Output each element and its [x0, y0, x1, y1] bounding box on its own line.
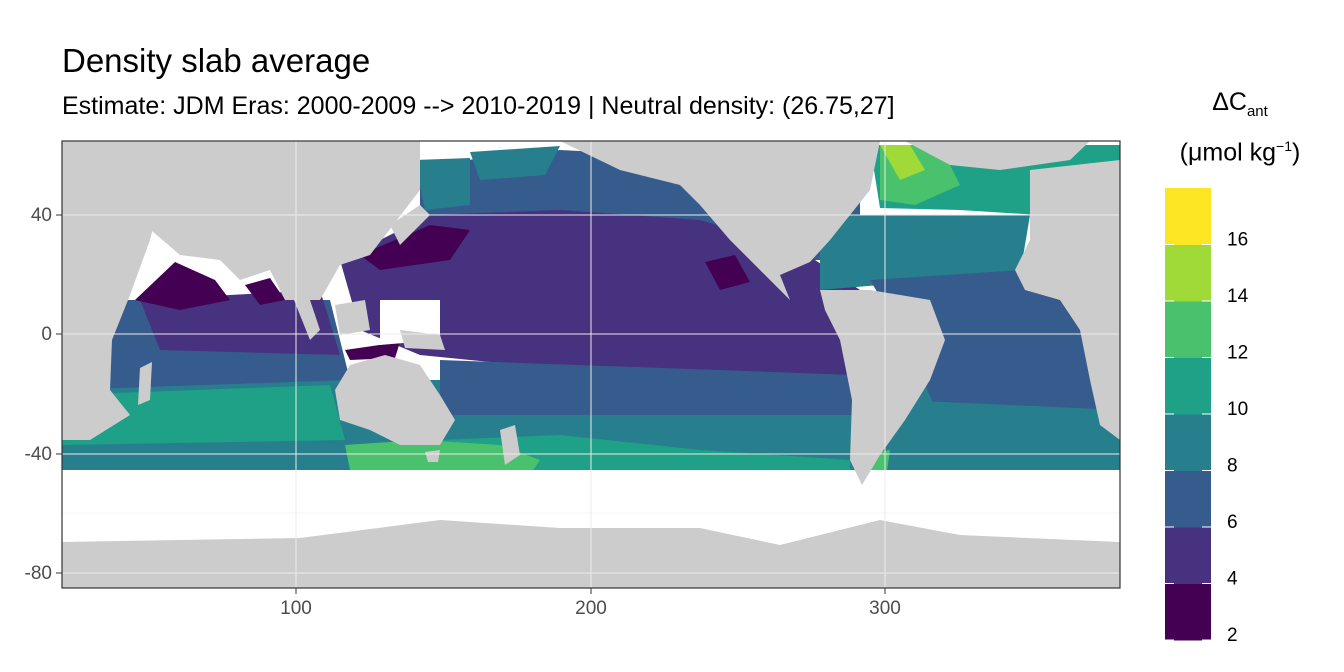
legend-label-14: 14 [1227, 286, 1249, 307]
x-tick-label-200: 200 [575, 598, 607, 619]
arabian-sea [135, 262, 230, 310]
legend-swatch-8 [1165, 188, 1211, 245]
y-tick-label-m40: -40 [25, 444, 52, 465]
x-tick-label-300: 300 [869, 598, 901, 619]
legend-label-2: 2 [1227, 625, 1238, 646]
land-borneo [335, 300, 370, 335]
south-atlantic-south [880, 400, 1120, 470]
land-new-guinea [400, 330, 445, 350]
legend-label-8: 8 [1227, 456, 1238, 477]
indian-ocean-south [62, 385, 345, 445]
legend-labels: 16 14 12 10 8 6 4 2 [1227, 230, 1249, 647]
land-europe-africa-east [1015, 160, 1120, 440]
legend-label-10: 10 [1227, 399, 1248, 420]
land-greenland [905, 141, 1090, 170]
land-madagascar [138, 362, 152, 405]
legend-swatch-5 [1165, 357, 1211, 415]
land-africa [62, 141, 175, 440]
legend-swatch-2 [1165, 527, 1211, 584]
legend-title-symbol: ΔCant [1212, 88, 1268, 120]
bering-sea [470, 146, 560, 180]
y-tick-label-40: 40 [31, 205, 52, 226]
legend-swatch-3 [1165, 470, 1211, 528]
y-tick-label-m80: -80 [25, 563, 52, 584]
east-pacific-patch [705, 255, 750, 290]
grid [62, 141, 1120, 588]
bay-of-bengal [245, 278, 285, 305]
legend-label-16: 16 [1227, 230, 1248, 251]
axis-ticks [56, 214, 886, 594]
legend-title-unit: (μmol kg−1) [1179, 138, 1301, 167]
land-north-america [560, 141, 880, 300]
land-new-zealand [500, 425, 520, 465]
map-title: Density slab average [62, 42, 371, 79]
kuroshio-patch [360, 225, 470, 270]
south-australia-band [345, 440, 540, 475]
y-tick-label-0: 0 [41, 324, 52, 345]
pacific-tropics [340, 210, 860, 380]
south-pacific-subtropics [440, 360, 855, 425]
axis-labels: 100 200 300 40 0 -40 -80 [25, 205, 901, 619]
labrador-bright [880, 145, 925, 180]
legend-ticks [1165, 244, 1211, 641]
legend-swatch-4 [1165, 414, 1211, 471]
okhotsk-sea [415, 158, 470, 210]
land-asia [145, 141, 420, 300]
legend-swatch-7 [1165, 244, 1211, 302]
legend-label-6: 6 [1227, 512, 1238, 533]
land-south-america [820, 290, 945, 485]
legend-label-12: 12 [1227, 343, 1248, 364]
land-tasmania [425, 450, 440, 462]
legend-label-4: 4 [1227, 569, 1238, 590]
x-tick-label-100: 100 [280, 598, 312, 619]
map-subtitle: Estimate: JDM Eras: 2000-2009 --> 2010-2… [62, 92, 895, 120]
legend-swatch-1 [1165, 583, 1211, 641]
north-atlantic-subtropics [820, 215, 1030, 290]
land-australia [335, 355, 455, 445]
land-indochina [290, 285, 320, 340]
legend-swatch-6 [1165, 301, 1211, 358]
legend-colorbar [1165, 188, 1211, 641]
